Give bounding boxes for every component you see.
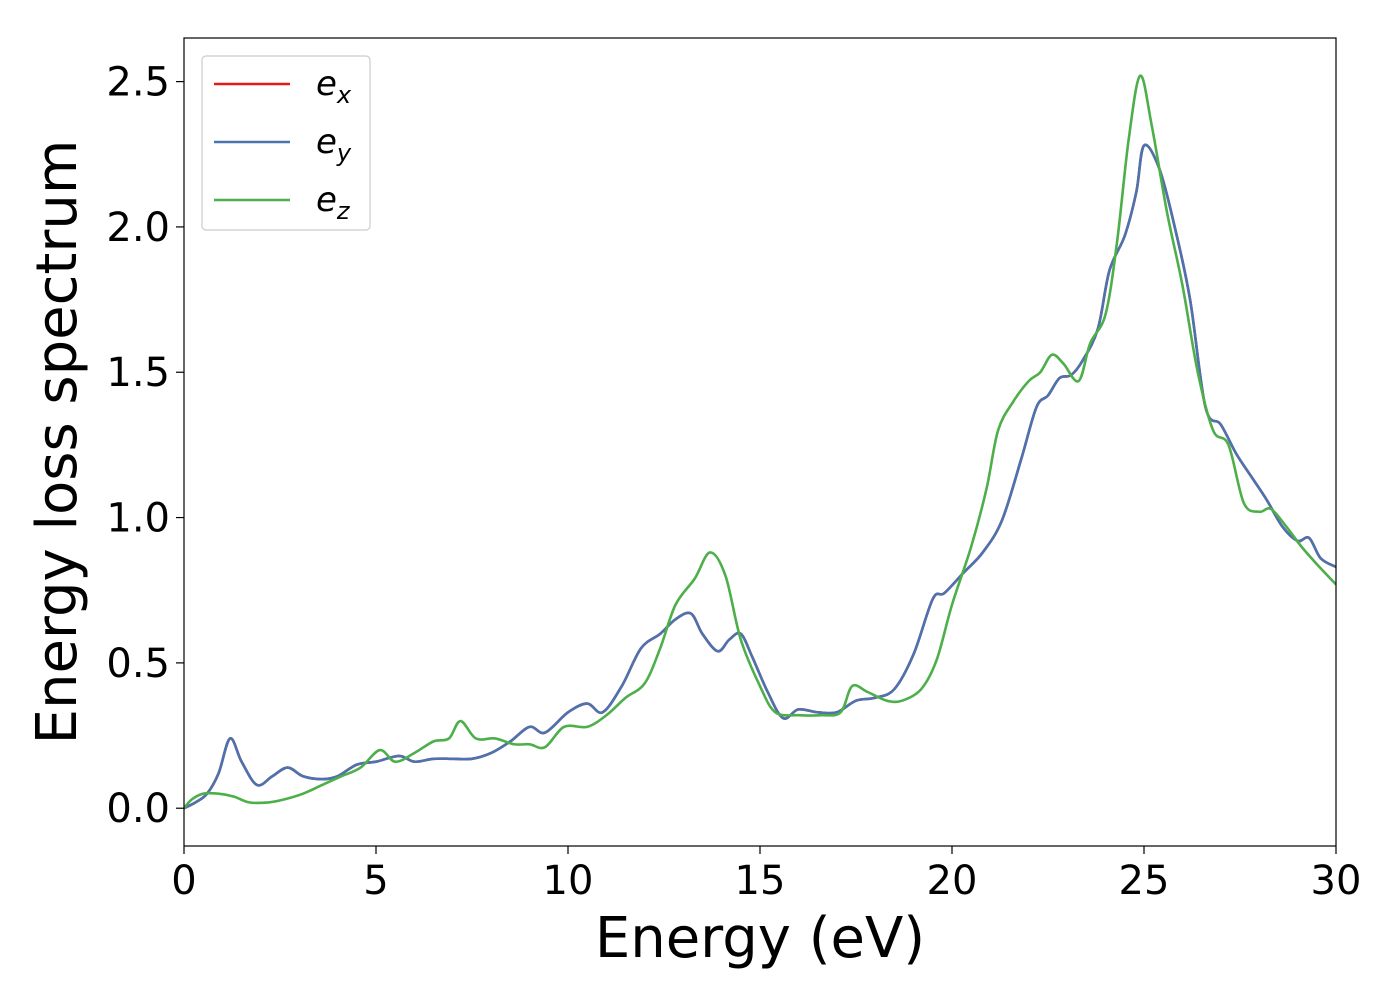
- legend: ex ey ez: [201, 55, 371, 231]
- y-tick-label: 2.5: [106, 60, 170, 106]
- y-tick-label: 0.5: [106, 641, 170, 687]
- x-axis-title: Energy (eV): [595, 906, 925, 971]
- y-tick-label: 0.0: [106, 786, 170, 832]
- x-tick-label: 25: [1119, 858, 1170, 904]
- x-tick-label: 30: [1311, 858, 1362, 904]
- series-line-ez: [184, 74, 1336, 810]
- y-axis-title: Energy loss spectrum: [25, 140, 90, 745]
- x-tick-label: 0: [171, 858, 196, 904]
- y-tick-label: 1.0: [106, 496, 170, 542]
- x-tick-label: 20: [927, 858, 978, 904]
- legend-label-ex: ex: [316, 64, 352, 109]
- legend-label-ez: ez: [316, 180, 351, 225]
- series-layer: [184, 74, 1336, 810]
- x-tick-label: 5: [363, 858, 388, 904]
- y-tick-label: 1.5: [106, 350, 170, 396]
- y-tick-label: 2.0: [106, 205, 170, 251]
- y-axis: 0.0 0.5 1.0 1.5 2.0 2.5: [106, 60, 184, 832]
- x-tick-label: 10: [543, 858, 594, 904]
- plot-background: [184, 38, 1336, 846]
- legend-label-ey: ey: [316, 122, 352, 167]
- x-tick-label: 15: [735, 858, 786, 904]
- x-axis: 0 5 10 15 20 25 30: [171, 846, 1361, 904]
